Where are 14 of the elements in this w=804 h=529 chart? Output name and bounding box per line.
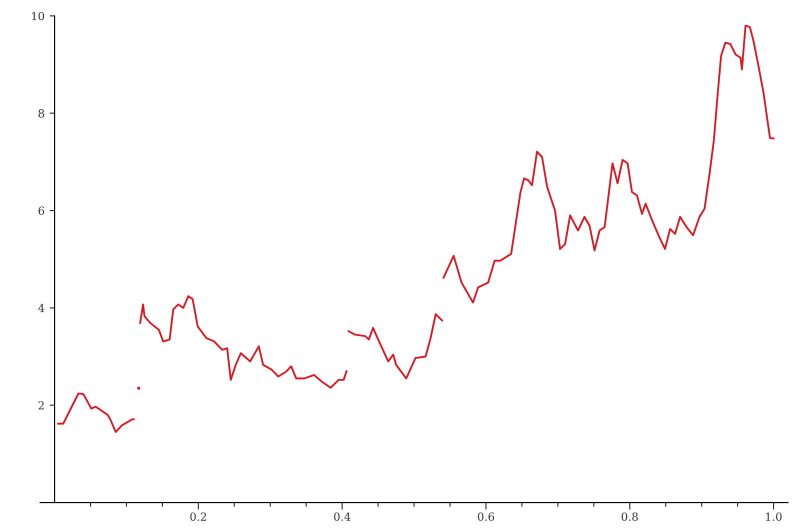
x-tick-label: 0.6 [478,512,494,521]
y-tick-label: 4 [38,304,44,312]
x-tick-label: 1.0 [766,512,782,521]
line-series [348,313,444,380]
line-series [442,24,774,304]
x-tick-label: 0.2 [190,512,206,521]
y-tick-label: 2 [38,401,44,410]
x-tick-label: 0.8 [622,512,638,521]
y-tick-label: 10 [32,12,44,20]
y-tick-label: 6 [38,206,44,215]
line-series [57,392,135,433]
y-tick-label: 8 [38,109,44,118]
x-tick-label: 0.4 [334,512,350,521]
line-series [139,295,348,389]
